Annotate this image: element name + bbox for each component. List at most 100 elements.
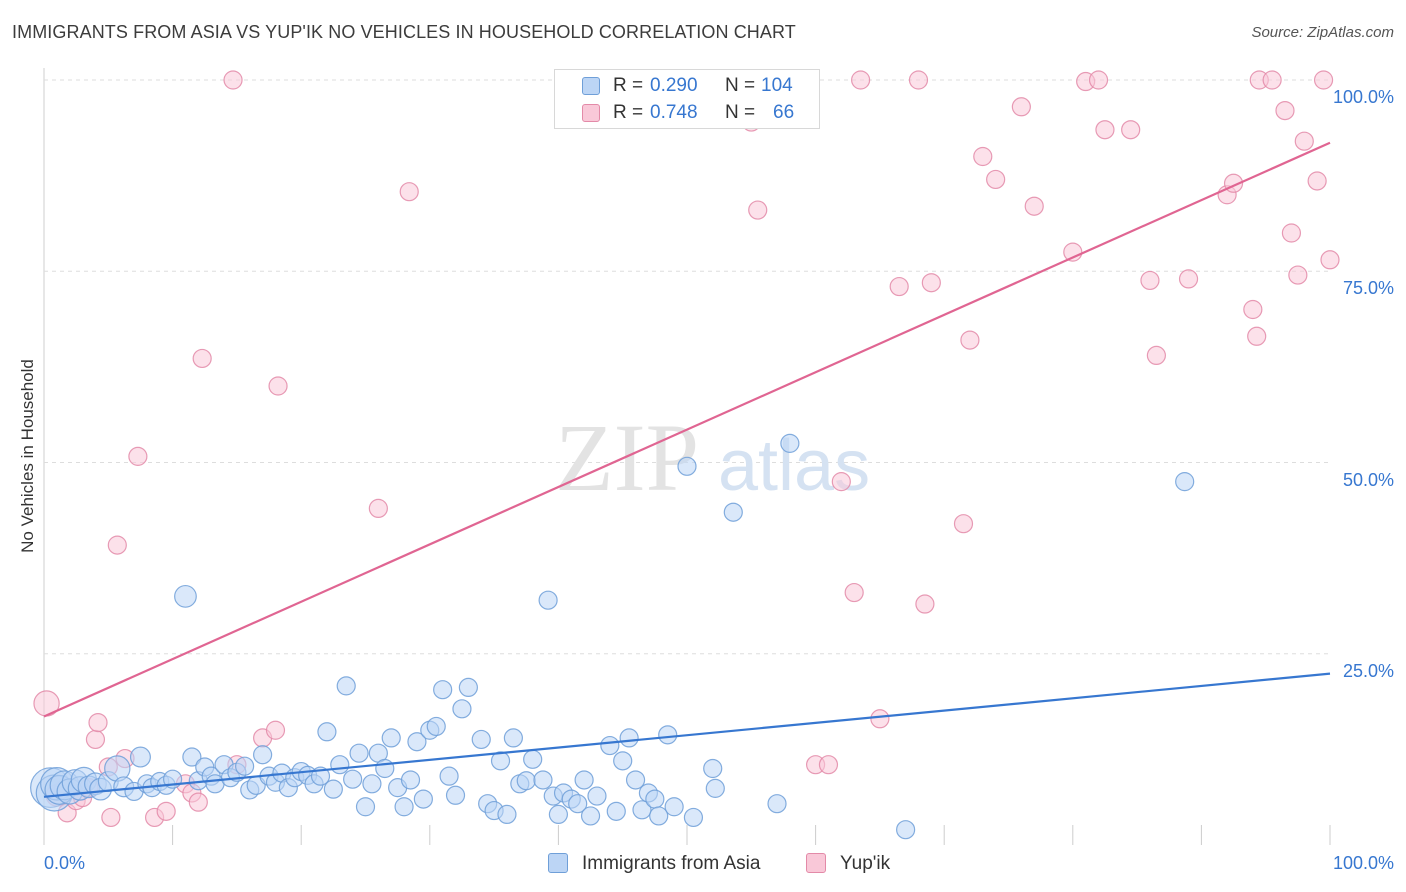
data-point	[343, 769, 363, 789]
data-point	[649, 806, 669, 826]
data-point	[399, 182, 419, 202]
data-point	[1313, 70, 1334, 90]
y-tick-label: 75.0%	[1342, 278, 1394, 299]
data-point	[368, 498, 388, 518]
legend-n-label: N =	[725, 75, 756, 96]
data-point	[748, 200, 768, 220]
series-label-yupik: Yup'ik	[840, 853, 891, 874]
data-point	[523, 749, 543, 769]
data-point	[471, 729, 491, 750]
chart-title: IMMIGRANTS FROM ASIA VS YUP'IK NO VEHICL…	[12, 22, 796, 42]
data-point	[192, 348, 212, 369]
data-point	[658, 725, 678, 745]
legend-n-label: N =	[725, 102, 756, 123]
data-point	[889, 276, 909, 297]
series-swatch-asia	[548, 853, 568, 873]
data-point	[677, 456, 697, 476]
data-point	[1024, 196, 1044, 216]
series-swatch-yupik	[806, 853, 826, 873]
data-point	[568, 794, 588, 814]
legend-row-asia: R = 0.290 N = 104	[555, 74, 821, 100]
data-point	[1178, 269, 1199, 289]
series-label-asia: Immigrants from Asia	[582, 853, 761, 874]
data-point	[870, 709, 890, 729]
data-point	[439, 766, 459, 786]
data-point	[703, 758, 723, 779]
trend-line-yupik	[43, 141, 1331, 718]
data-point	[336, 676, 356, 696]
y-tick-label: 100.0%	[1332, 87, 1394, 107]
data-point	[600, 735, 620, 756]
data-point	[452, 699, 472, 719]
data-point	[1243, 299, 1263, 320]
data-point	[844, 582, 864, 603]
data-point	[1175, 472, 1195, 492]
data-point	[915, 594, 935, 614]
data-point	[394, 797, 414, 817]
data-point	[580, 806, 601, 826]
data-point	[921, 273, 941, 293]
data-point	[587, 786, 607, 806]
data-point	[445, 785, 466, 805]
x-tick-label: 0.0%	[44, 853, 86, 873]
data-point	[1307, 171, 1327, 191]
data-point	[349, 743, 369, 763]
data-point	[355, 797, 376, 817]
legend-swatch-asia	[582, 77, 600, 95]
data-point	[407, 732, 427, 752]
data-point	[619, 728, 639, 748]
data-point	[381, 728, 401, 748]
y-axis-title: No Vehicles in Household	[18, 359, 37, 553]
trend-line-asia	[43, 672, 1331, 798]
chart-source: Source: ZipAtlas.com	[1251, 24, 1394, 41]
data-point	[497, 804, 517, 825]
legend-n-value: 66	[773, 102, 795, 123]
data-point	[156, 801, 176, 821]
data-point	[107, 535, 127, 555]
y-tick-label: 50.0%	[1342, 469, 1394, 490]
data-point	[182, 747, 202, 767]
data-point	[362, 774, 382, 794]
legend-r-label: R =	[613, 75, 644, 96]
legend-r-value: 0.290	[650, 75, 698, 96]
data-point	[516, 771, 536, 791]
data-point	[1011, 97, 1031, 117]
data-point	[253, 745, 273, 765]
data-point	[953, 514, 974, 534]
data-point	[1281, 223, 1302, 243]
data-point	[129, 746, 151, 768]
data-point	[1275, 100, 1295, 121]
data-point	[330, 755, 350, 775]
data-point	[426, 716, 446, 737]
data-point	[613, 751, 633, 771]
data-point	[85, 729, 106, 750]
legend-swatch-yupik	[582, 104, 600, 122]
data-point	[851, 70, 871, 90]
data-point	[1121, 120, 1141, 140]
data-point	[1247, 326, 1267, 346]
data-point	[1294, 131, 1314, 151]
data-point	[625, 770, 646, 790]
data-point	[896, 820, 916, 840]
data-point	[323, 779, 343, 799]
data-point	[723, 502, 743, 522]
data-point	[1320, 250, 1340, 270]
data-point	[1140, 270, 1160, 291]
data-point	[908, 70, 929, 90]
data-point	[101, 807, 121, 828]
data-point	[490, 751, 511, 771]
data-point	[223, 70, 243, 90]
legend-r-label: R =	[613, 102, 644, 123]
data-point	[1262, 70, 1282, 90]
data-point	[188, 792, 208, 812]
data-point	[88, 712, 108, 733]
y-tick-label: 25.0%	[1342, 660, 1394, 681]
data-point	[174, 584, 197, 608]
data-point	[664, 797, 684, 817]
legend-row-yupik: R = 0.748 N = 66	[555, 101, 821, 127]
x-tick-label: 100.0%	[1332, 853, 1394, 873]
data-point	[265, 720, 286, 740]
trend-lines	[43, 141, 1331, 798]
data-point	[973, 146, 993, 167]
data-point	[574, 770, 594, 790]
